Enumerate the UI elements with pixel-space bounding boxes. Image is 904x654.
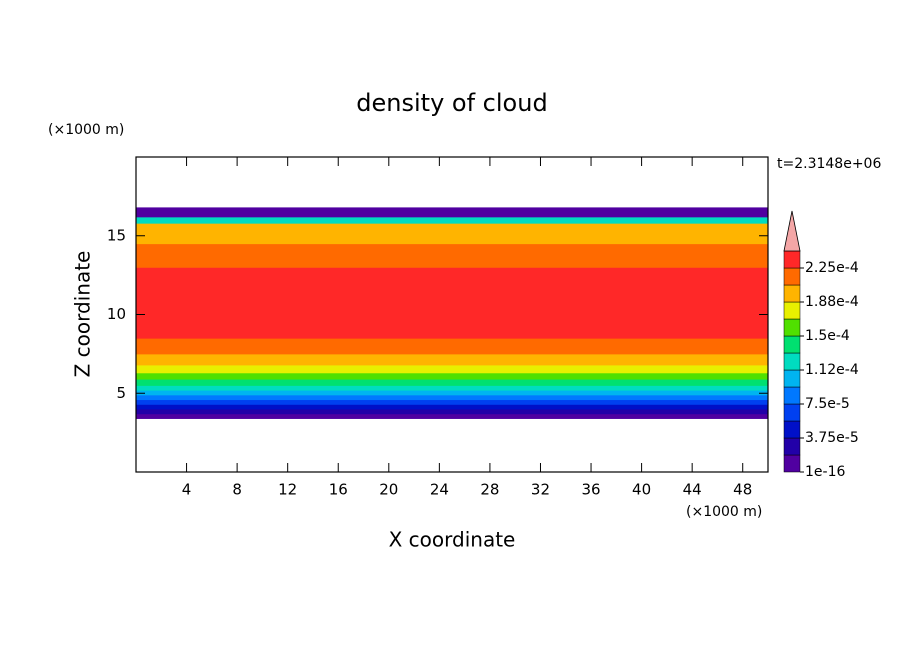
x-tick-label: 12 (278, 481, 297, 499)
y-tick-label: 5 (116, 384, 126, 402)
contour-band (136, 243, 768, 268)
contour-band (136, 353, 768, 366)
colorbar-band (783, 369, 801, 388)
x-tick-label: 44 (683, 481, 702, 499)
contour-band (136, 216, 768, 224)
x-tick-label: 32 (531, 481, 550, 499)
contour-band (136, 223, 768, 245)
contour-band (136, 364, 768, 374)
y-tick-label: 10 (107, 305, 126, 323)
colorbar-band (783, 267, 801, 286)
y-tick-label: 15 (107, 226, 126, 244)
contour-band (136, 394, 768, 401)
x-tick-label: 28 (480, 481, 499, 499)
x-tick-label: 48 (733, 481, 752, 499)
colorbar-band (783, 437, 801, 456)
y-axis-title: Z coordinate (71, 251, 95, 378)
colorbar-label: 1e-16 (805, 464, 845, 480)
colorbar-label: 2.25e-4 (805, 260, 859, 276)
contour-band (136, 413, 768, 419)
x-tick-label: 24 (430, 481, 449, 499)
chart-title: density of cloud (356, 89, 547, 117)
x-tick-label: 40 (632, 481, 651, 499)
contour-band (136, 207, 768, 218)
x-axis-title: X coordinate (389, 528, 516, 552)
contour-band (136, 399, 768, 405)
colorbar-band (783, 284, 801, 303)
colorbar-band (783, 420, 801, 439)
colorbar-band (783, 403, 801, 422)
contour-band (136, 338, 768, 355)
contour-band (136, 372, 768, 380)
colorbar-band (783, 335, 801, 354)
contour-band (136, 409, 768, 415)
colorbar-band (783, 386, 801, 405)
colorbar-band (783, 301, 801, 320)
x-unit: (×1000 m) (686, 504, 762, 520)
contour-band (136, 385, 768, 391)
x-tick-label: 8 (232, 481, 242, 499)
colorbar-label: 7.5e-5 (805, 396, 850, 412)
colorbar-over (783, 210, 801, 252)
colorbar-band (783, 454, 801, 473)
x-tick-label: 16 (329, 481, 348, 499)
contour-band (136, 404, 768, 410)
colorbar-band (783, 318, 801, 337)
x-tick-label: 4 (182, 481, 192, 499)
colorbar-band (783, 352, 801, 371)
contour-band (136, 390, 768, 396)
contour-band (136, 267, 768, 339)
contour-band (136, 379, 768, 386)
x-tick-label: 36 (581, 481, 600, 499)
colorbar-label: 3.75e-5 (805, 430, 859, 446)
colorbar-label: 1.5e-4 (805, 328, 850, 344)
colorbar-band (783, 250, 801, 269)
x-tick-label: 20 (379, 481, 398, 499)
y-unit: (×1000 m) (48, 122, 124, 138)
colorbar-label: 1.12e-4 (805, 362, 859, 378)
colorbar-label: 1.88e-4 (805, 294, 859, 310)
time-annotation: t=2.3148e+06 (777, 156, 881, 172)
